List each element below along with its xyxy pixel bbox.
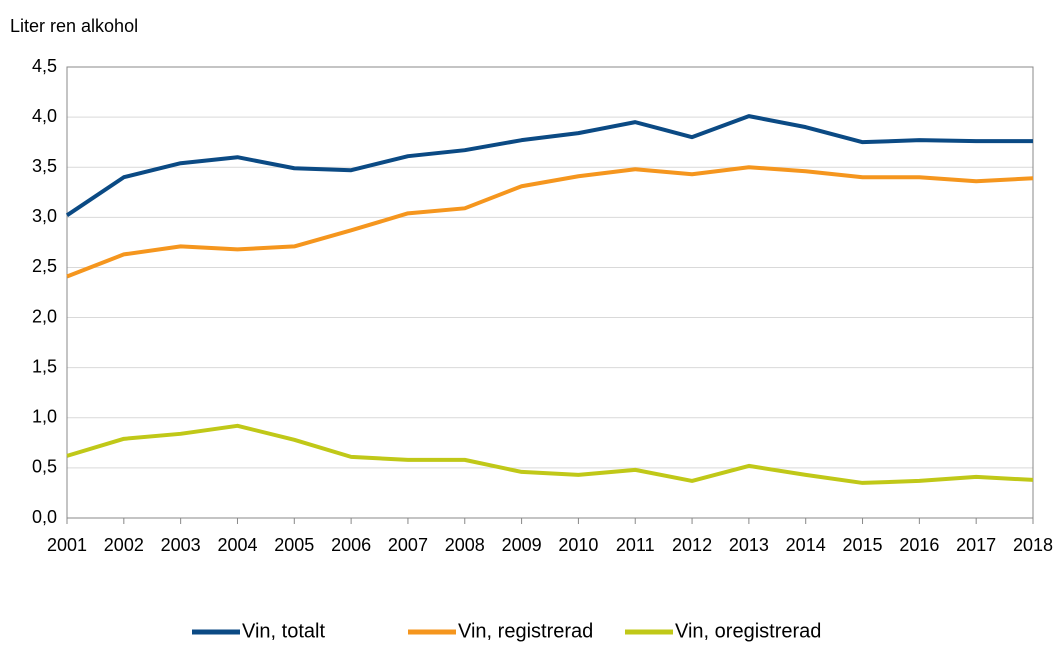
y-tick-label: 4,0	[32, 106, 57, 126]
x-tick-label: 2008	[445, 535, 485, 555]
series-line	[66, 165, 1034, 279]
x-tick-label: 2017	[956, 535, 996, 555]
legend-label: Vin, totalt	[242, 620, 325, 642]
y-tick-label: 3,0	[32, 206, 57, 226]
x-tick-label: 2018	[1013, 535, 1053, 555]
series-line	[66, 423, 1034, 485]
x-tick-label: 2009	[502, 535, 542, 555]
x-tick-label: 2014	[786, 535, 826, 555]
y-tick-label: 2,5	[32, 256, 57, 276]
x-tick-label: 2010	[558, 535, 598, 555]
x-tick-label: 2007	[388, 535, 428, 555]
series-line	[65, 114, 1033, 217]
y-tick-label: 4,5	[32, 56, 57, 76]
x-tick-label: 2013	[729, 535, 769, 555]
y-tick-label: 3,5	[32, 156, 57, 176]
x-tick-label: 2004	[217, 535, 257, 555]
legend-label: Vin, registrerad	[458, 620, 593, 642]
y-tick-label: 1,0	[32, 407, 57, 427]
y-tick-label: 0,5	[32, 457, 57, 477]
x-tick-label: 2005	[274, 535, 314, 555]
x-tick-label: 2015	[843, 535, 883, 555]
plot-border	[66, 66, 1034, 519]
x-tick-label: 2002	[104, 535, 144, 555]
y-tick-label: 2,0	[32, 306, 57, 326]
x-tick-label: 2011	[616, 535, 655, 555]
y-axis-label: Liter ren alkohol	[10, 16, 138, 36]
x-tick-label: 2003	[161, 535, 201, 555]
y-tick-label: 0,0	[32, 507, 57, 527]
x-tick-label: 2006	[331, 535, 371, 555]
x-tick-label: 2001	[47, 535, 87, 555]
y-tick-label: 1,5	[32, 356, 57, 376]
legend-label: Vin, oregistrerad	[675, 620, 821, 642]
x-tick-label: 2012	[672, 535, 712, 555]
x-tick-label: 2016	[899, 535, 939, 555]
